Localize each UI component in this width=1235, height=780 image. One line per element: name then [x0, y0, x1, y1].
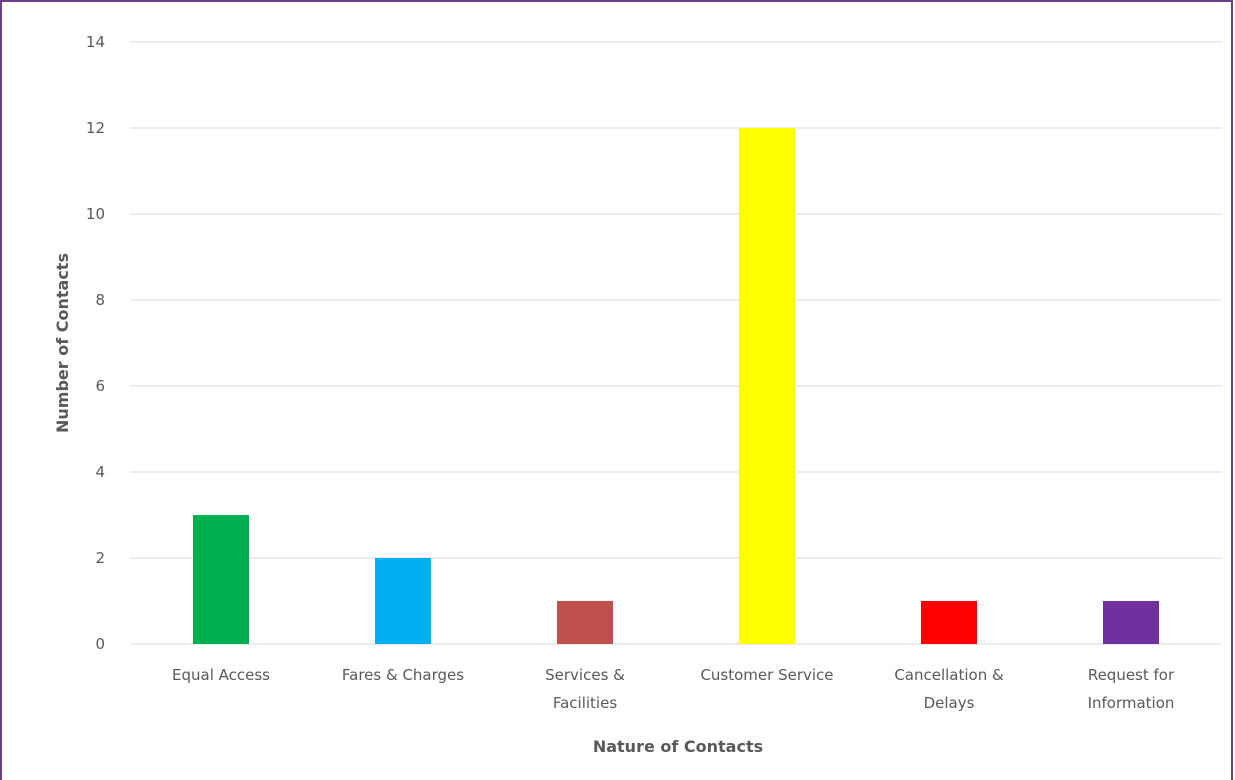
- y-tick-label: 2: [95, 549, 105, 567]
- x-tick-label: Facilities: [553, 694, 617, 712]
- x-tick-label: Fares & Charges: [342, 666, 464, 684]
- y-tick-label: 14: [86, 33, 105, 51]
- y-axis-tick-labels: 0 2 4 6 8 10 12 14: [86, 33, 105, 653]
- x-axis-tick-labels: Equal Access Fares & Charges Services & Fac…: [172, 666, 1175, 712]
- y-tick-label: 4: [95, 463, 105, 481]
- y-tick-label: 8: [95, 291, 105, 309]
- y-axis-title: Number of Contacts: [53, 253, 72, 433]
- bars: [193, 128, 1159, 644]
- bar: [921, 601, 977, 644]
- bar: [739, 128, 795, 644]
- gridlines: [130, 41, 1222, 645]
- bar: [1103, 601, 1159, 644]
- y-tick-label: 10: [86, 205, 105, 223]
- x-tick-label: Delays: [924, 694, 975, 712]
- bar: [193, 515, 249, 644]
- x-tick-label: Services &: [545, 666, 625, 684]
- x-tick-label: Information: [1088, 694, 1175, 712]
- x-tick-label: Request for: [1088, 666, 1175, 684]
- y-tick-label: 6: [95, 377, 105, 395]
- x-tick-label: Equal Access: [172, 666, 270, 684]
- y-tick-label: 0: [95, 635, 105, 653]
- y-tick-label: 12: [86, 119, 105, 137]
- x-axis-title: Nature of Contacts: [593, 737, 763, 756]
- x-tick-label: Customer Service: [700, 666, 833, 684]
- x-tick-label: Cancellation &: [894, 666, 1004, 684]
- bar: [375, 558, 431, 644]
- bar: [557, 601, 613, 644]
